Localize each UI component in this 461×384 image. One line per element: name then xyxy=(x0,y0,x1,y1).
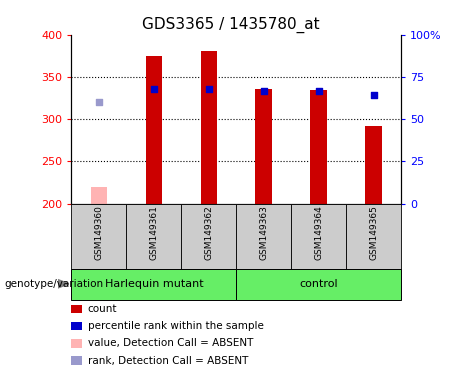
Text: genotype/variation: genotype/variation xyxy=(5,279,104,289)
Bar xyxy=(201,51,217,204)
FancyBboxPatch shape xyxy=(71,204,126,269)
Text: percentile rank within the sample: percentile rank within the sample xyxy=(88,321,264,331)
FancyBboxPatch shape xyxy=(291,204,346,269)
Polygon shape xyxy=(58,280,69,288)
Text: count: count xyxy=(88,304,117,314)
Text: GSM149360: GSM149360 xyxy=(95,205,103,260)
Text: GSM149362: GSM149362 xyxy=(204,205,213,260)
Point xyxy=(150,86,158,93)
Text: GDS3365 / 1435780_at: GDS3365 / 1435780_at xyxy=(142,17,319,33)
Bar xyxy=(146,56,162,204)
Text: rank, Detection Call = ABSENT: rank, Detection Call = ABSENT xyxy=(88,356,248,366)
Bar xyxy=(91,187,107,204)
FancyBboxPatch shape xyxy=(181,204,236,269)
Text: value, Detection Call = ABSENT: value, Detection Call = ABSENT xyxy=(88,338,253,348)
Text: Harlequin mutant: Harlequin mutant xyxy=(105,279,203,289)
FancyBboxPatch shape xyxy=(126,204,181,269)
Text: GSM149361: GSM149361 xyxy=(149,205,159,260)
Point xyxy=(315,88,322,94)
FancyBboxPatch shape xyxy=(236,204,291,269)
Text: GSM149364: GSM149364 xyxy=(314,205,323,260)
Bar xyxy=(310,90,327,204)
Point xyxy=(205,86,213,93)
FancyBboxPatch shape xyxy=(236,269,401,300)
Bar xyxy=(255,89,272,204)
Text: GSM149365: GSM149365 xyxy=(369,205,378,260)
Point xyxy=(370,92,377,98)
FancyBboxPatch shape xyxy=(346,204,401,269)
Text: GSM149363: GSM149363 xyxy=(259,205,268,260)
Point xyxy=(95,99,103,105)
Bar xyxy=(366,126,382,204)
Point xyxy=(260,88,267,94)
Text: control: control xyxy=(299,279,338,289)
FancyBboxPatch shape xyxy=(71,269,236,300)
